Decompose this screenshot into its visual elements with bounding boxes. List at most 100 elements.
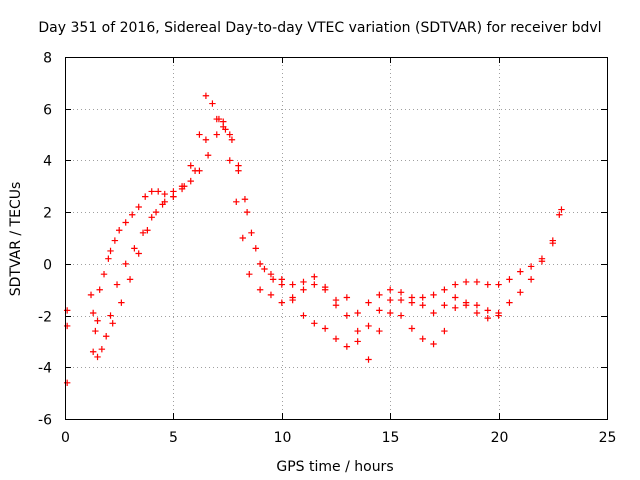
data-point xyxy=(256,286,264,293)
data-point xyxy=(89,309,97,317)
data-point xyxy=(300,286,307,293)
data-point xyxy=(408,294,416,301)
data-point xyxy=(148,188,155,195)
data-point xyxy=(100,271,108,278)
x-tick-label: 20 xyxy=(491,430,509,446)
x-tick-labels: 0 5 10 15 20 25 xyxy=(61,430,616,446)
data-point xyxy=(430,291,437,299)
data-point xyxy=(376,327,383,335)
data-point xyxy=(135,203,142,211)
data-point xyxy=(102,333,110,340)
y-tick-label: -6 xyxy=(38,413,52,429)
axis-ticks xyxy=(65,57,608,420)
data-point xyxy=(170,193,177,200)
data-point xyxy=(300,312,307,319)
data-point xyxy=(549,237,556,244)
data-point xyxy=(387,309,394,317)
data-point xyxy=(452,294,459,301)
data-point xyxy=(289,281,296,288)
data-point xyxy=(527,276,535,283)
series-bdvl-b xyxy=(89,118,565,363)
data-point xyxy=(228,136,236,143)
data-point xyxy=(484,281,491,288)
data-point xyxy=(556,211,563,218)
data-point xyxy=(495,281,502,288)
data-point xyxy=(187,162,194,169)
data-point xyxy=(142,193,149,200)
data-point xyxy=(311,273,318,280)
data-point xyxy=(430,340,437,348)
data-point xyxy=(506,276,513,283)
data-point xyxy=(107,312,114,319)
data-point xyxy=(517,268,524,275)
data-point xyxy=(408,325,416,332)
data-point xyxy=(430,309,437,317)
data-points xyxy=(63,92,565,386)
data-point xyxy=(148,214,155,221)
data-point xyxy=(332,302,340,309)
data-point xyxy=(506,299,513,306)
data-point xyxy=(365,356,372,363)
data-point xyxy=(116,227,123,234)
data-point xyxy=(321,325,329,332)
series-bdvl-a xyxy=(63,115,563,386)
data-point xyxy=(94,317,101,324)
data-point xyxy=(484,307,491,314)
data-point xyxy=(235,162,242,169)
data-point xyxy=(387,286,394,293)
data-point xyxy=(144,227,151,234)
data-point xyxy=(135,250,142,257)
y-tick-label: 8 xyxy=(43,51,52,67)
data-point xyxy=(105,255,112,262)
data-point xyxy=(246,271,253,278)
data-point xyxy=(187,177,194,185)
data-point xyxy=(278,299,285,306)
data-point xyxy=(161,190,168,198)
data-point xyxy=(267,271,275,278)
data-point xyxy=(196,131,203,138)
x-axis-label: GPS time / hours xyxy=(276,459,393,475)
data-point xyxy=(452,281,459,288)
data-point xyxy=(87,291,95,299)
data-point xyxy=(397,296,405,304)
x-tick-label: 0 xyxy=(61,430,70,446)
data-point xyxy=(538,258,546,265)
data-point xyxy=(332,335,340,343)
y-tick-labels: -6 -4 -2 0 2 4 6 8 xyxy=(38,51,52,429)
data-point xyxy=(252,245,259,252)
data-point xyxy=(122,260,129,268)
data-point xyxy=(213,131,220,138)
data-point xyxy=(527,263,535,270)
data-point xyxy=(278,276,285,283)
data-point xyxy=(261,265,268,273)
data-point xyxy=(473,302,481,309)
data-point xyxy=(109,320,116,327)
y-tick-label: -2 xyxy=(38,310,52,326)
data-point xyxy=(98,345,106,353)
data-point xyxy=(256,260,264,268)
data-point xyxy=(118,299,125,306)
data-point xyxy=(343,312,351,319)
y-tick-label: 0 xyxy=(43,258,52,274)
data-point xyxy=(129,211,136,218)
data-point xyxy=(473,278,481,286)
data-point xyxy=(215,115,223,123)
data-point xyxy=(107,247,114,255)
data-point xyxy=(419,302,426,309)
data-point xyxy=(89,348,97,355)
data-point xyxy=(204,152,212,159)
y-tick-label: 4 xyxy=(43,154,52,170)
series-bdvl-c xyxy=(109,92,502,327)
data-point xyxy=(202,92,210,99)
data-point xyxy=(397,312,405,319)
data-point xyxy=(202,136,210,143)
data-point xyxy=(289,296,296,304)
data-point xyxy=(239,234,246,242)
data-point xyxy=(473,309,481,317)
data-point xyxy=(441,286,448,293)
data-point xyxy=(343,343,351,350)
data-point xyxy=(92,327,99,335)
gridlines xyxy=(65,57,607,419)
data-point xyxy=(419,335,426,343)
